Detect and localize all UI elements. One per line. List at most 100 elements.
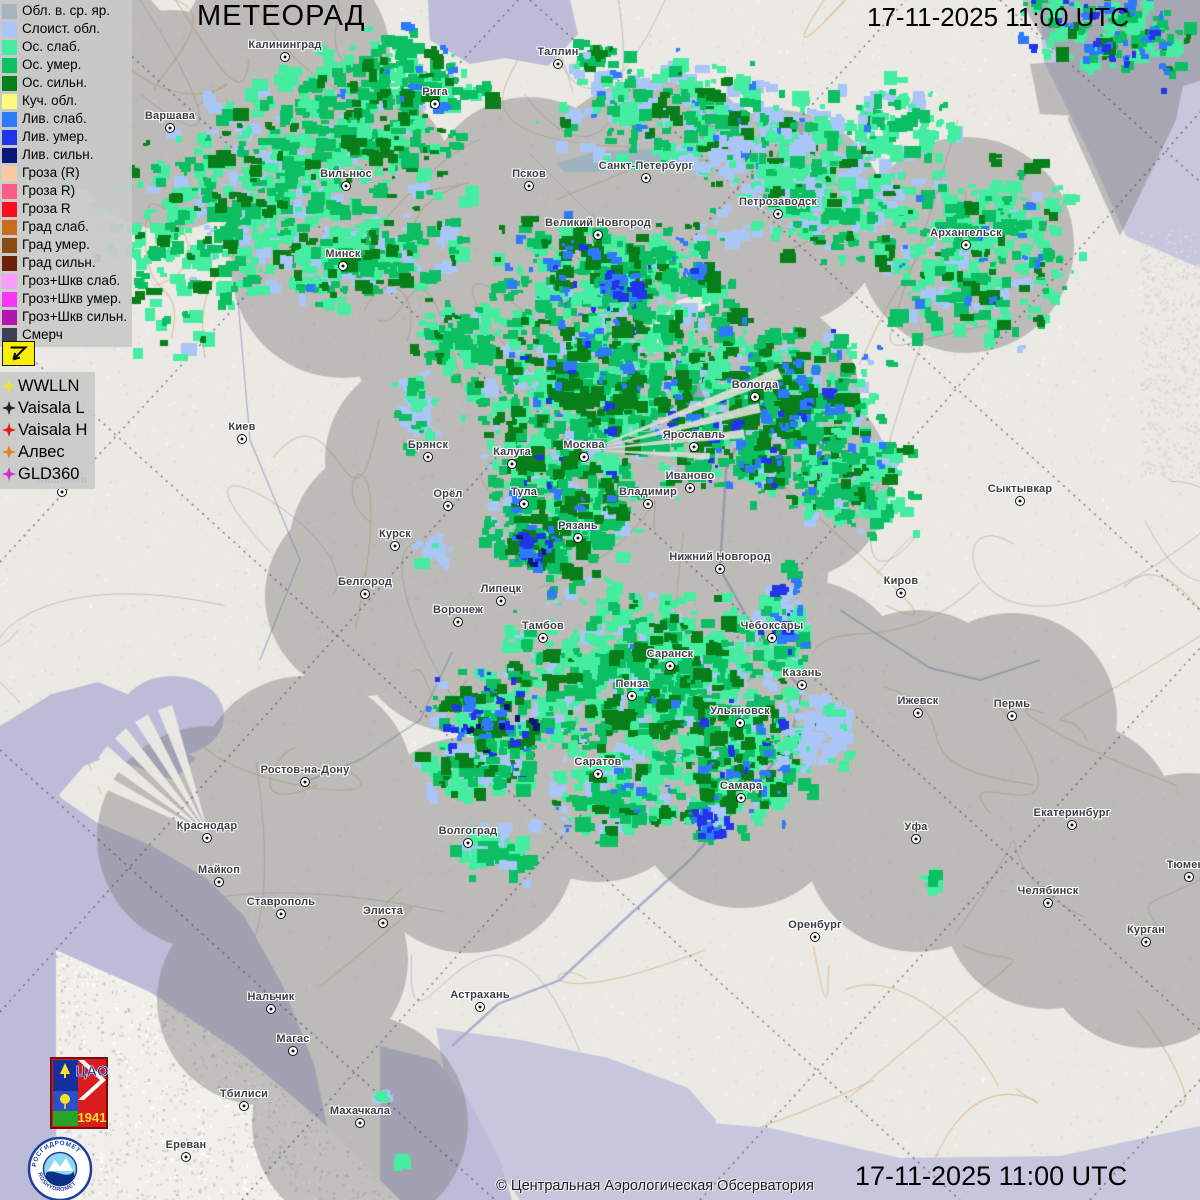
legend-item: Ос. умер. xyxy=(2,56,127,74)
city-label: Тамбов xyxy=(521,620,565,632)
city-label: Магас xyxy=(276,1033,310,1045)
legend-label: Град сильн. xyxy=(22,255,96,270)
roshydromet-logo: ЦАО 1941 РОСГИДРОМЕТ ROSHYDROMET xyxy=(27,1057,109,1200)
city-label: Нальчик xyxy=(247,991,295,1003)
legend-item: Гроз+Шкв сильн. xyxy=(2,308,127,326)
city-label: Астрахань xyxy=(450,989,510,1001)
city-label: Белгород xyxy=(337,576,393,588)
city-marker xyxy=(280,52,290,62)
squall-symbol-box xyxy=(2,341,35,366)
city-label: Пенза xyxy=(615,678,649,690)
page-title: МЕТЕОРАД xyxy=(197,0,366,32)
city-label: Курск xyxy=(378,528,412,540)
legend-swatch xyxy=(2,39,17,55)
legend-panel: Обл. в. ср. яр. Слоист. обл. Ос. слаб. Ос. … xyxy=(0,0,133,347)
squall-arrow-icon xyxy=(10,346,28,361)
city-label: Ульяновск xyxy=(710,705,770,717)
city-marker xyxy=(430,99,440,109)
legend-item: Гроза (R) xyxy=(2,164,127,182)
copyright-text: © Центральная Аэрологическая Обсерватори… xyxy=(496,1178,814,1194)
city-label: Махачкала xyxy=(329,1105,391,1117)
lightning-sources-panel: WWLLN Vaisala L Vaisala H Алвес GLD360 xyxy=(0,372,96,489)
legend-swatch xyxy=(2,147,17,163)
city-marker xyxy=(627,691,637,701)
city-label: Курган xyxy=(1127,924,1165,936)
cross-star-icon xyxy=(2,445,16,459)
city-label: Чебоксары xyxy=(740,620,804,632)
cross-star-icon xyxy=(2,467,16,481)
city-marker xyxy=(553,59,563,69)
city-marker xyxy=(1015,496,1025,506)
city-marker xyxy=(896,588,906,598)
city-marker xyxy=(214,877,224,887)
cross-star-icon xyxy=(2,423,16,437)
city-marker xyxy=(266,1004,276,1014)
badge-year-text: 1941 xyxy=(78,1110,107,1125)
badge-title-text: ЦАО xyxy=(75,1063,109,1080)
legend-swatch xyxy=(2,327,17,343)
city-label: Великий Новгород xyxy=(545,217,651,229)
lightning-source-label: Алвес xyxy=(18,442,65,461)
legend-swatch xyxy=(2,201,17,217)
city-marker xyxy=(276,909,286,919)
lightning-source-label: GLD360 xyxy=(18,464,80,483)
city-marker xyxy=(961,240,971,250)
city-marker xyxy=(573,533,583,543)
city-label: Рига xyxy=(422,86,448,98)
legend-swatch xyxy=(2,3,17,19)
city-marker xyxy=(202,833,212,843)
legend-label: Град умер. xyxy=(22,237,90,252)
legend-label: Куч. обл. xyxy=(22,93,78,108)
city-marker xyxy=(475,1002,485,1012)
legend-label: Лив. слаб. xyxy=(22,111,87,126)
city-label: Уфа xyxy=(904,821,928,833)
legend-label: Гроза R) xyxy=(22,183,76,198)
legend-swatch xyxy=(2,93,17,109)
city-label: Тбилиси xyxy=(219,1088,269,1100)
legend-swatch xyxy=(2,21,17,37)
legend-swatch xyxy=(2,75,17,91)
city-marker xyxy=(338,261,348,271)
city-marker xyxy=(519,499,529,509)
legend-label: Лив. сильн. xyxy=(22,147,94,162)
lightning-source-item: WWLLN xyxy=(2,375,87,397)
city-label: Воронеж xyxy=(433,604,483,616)
city-label: Таллин xyxy=(537,46,579,58)
lightning-source-label: Vaisala L xyxy=(18,398,85,417)
city-marker xyxy=(300,777,310,787)
legend-swatch xyxy=(2,291,17,307)
city-marker xyxy=(911,834,921,844)
city-label: Сыктывкар xyxy=(987,483,1053,495)
legend-item: Лив. умер. xyxy=(2,128,127,146)
legend-item: Лив. сильн. xyxy=(2,146,127,164)
city-marker xyxy=(643,499,653,509)
city-marker xyxy=(797,680,807,690)
city-marker xyxy=(165,123,175,133)
city-marker xyxy=(750,392,760,402)
city-label: Тула xyxy=(510,486,538,498)
legend-label: Смерч xyxy=(22,327,63,342)
legend-label: Ос. сильн. xyxy=(22,75,88,90)
city-label: Самара xyxy=(719,780,763,792)
legend-label: Гроз+Шкв слаб. xyxy=(22,273,121,288)
legend-label: Гроз+Шкв сильн. xyxy=(22,309,128,324)
legend-swatch xyxy=(2,111,17,127)
city-label: Ростов-на-Дону xyxy=(260,764,350,776)
legend-label: Лив. умер. xyxy=(22,129,88,144)
legend-items: Обл. в. ср. яр. Слоист. обл. Ос. слаб. Ос. … xyxy=(2,2,127,344)
legend-swatch xyxy=(2,255,17,271)
legend-item: Ос. сильн. xyxy=(2,74,127,92)
lightning-source-item: Алвес xyxy=(2,441,87,463)
city-marker xyxy=(524,181,534,191)
city-label: Пермь xyxy=(993,698,1031,710)
cross-star-icon xyxy=(2,379,16,393)
cross-star-icon xyxy=(2,401,16,415)
city-marker xyxy=(453,617,463,627)
city-marker xyxy=(355,1118,365,1128)
city-label: Вологда xyxy=(731,379,779,391)
legend-item: Град умер. xyxy=(2,236,127,254)
city-marker xyxy=(593,769,603,779)
legend-item: Гроз+Шкв слаб. xyxy=(2,272,127,290)
city-label: Волгоград xyxy=(438,825,498,837)
